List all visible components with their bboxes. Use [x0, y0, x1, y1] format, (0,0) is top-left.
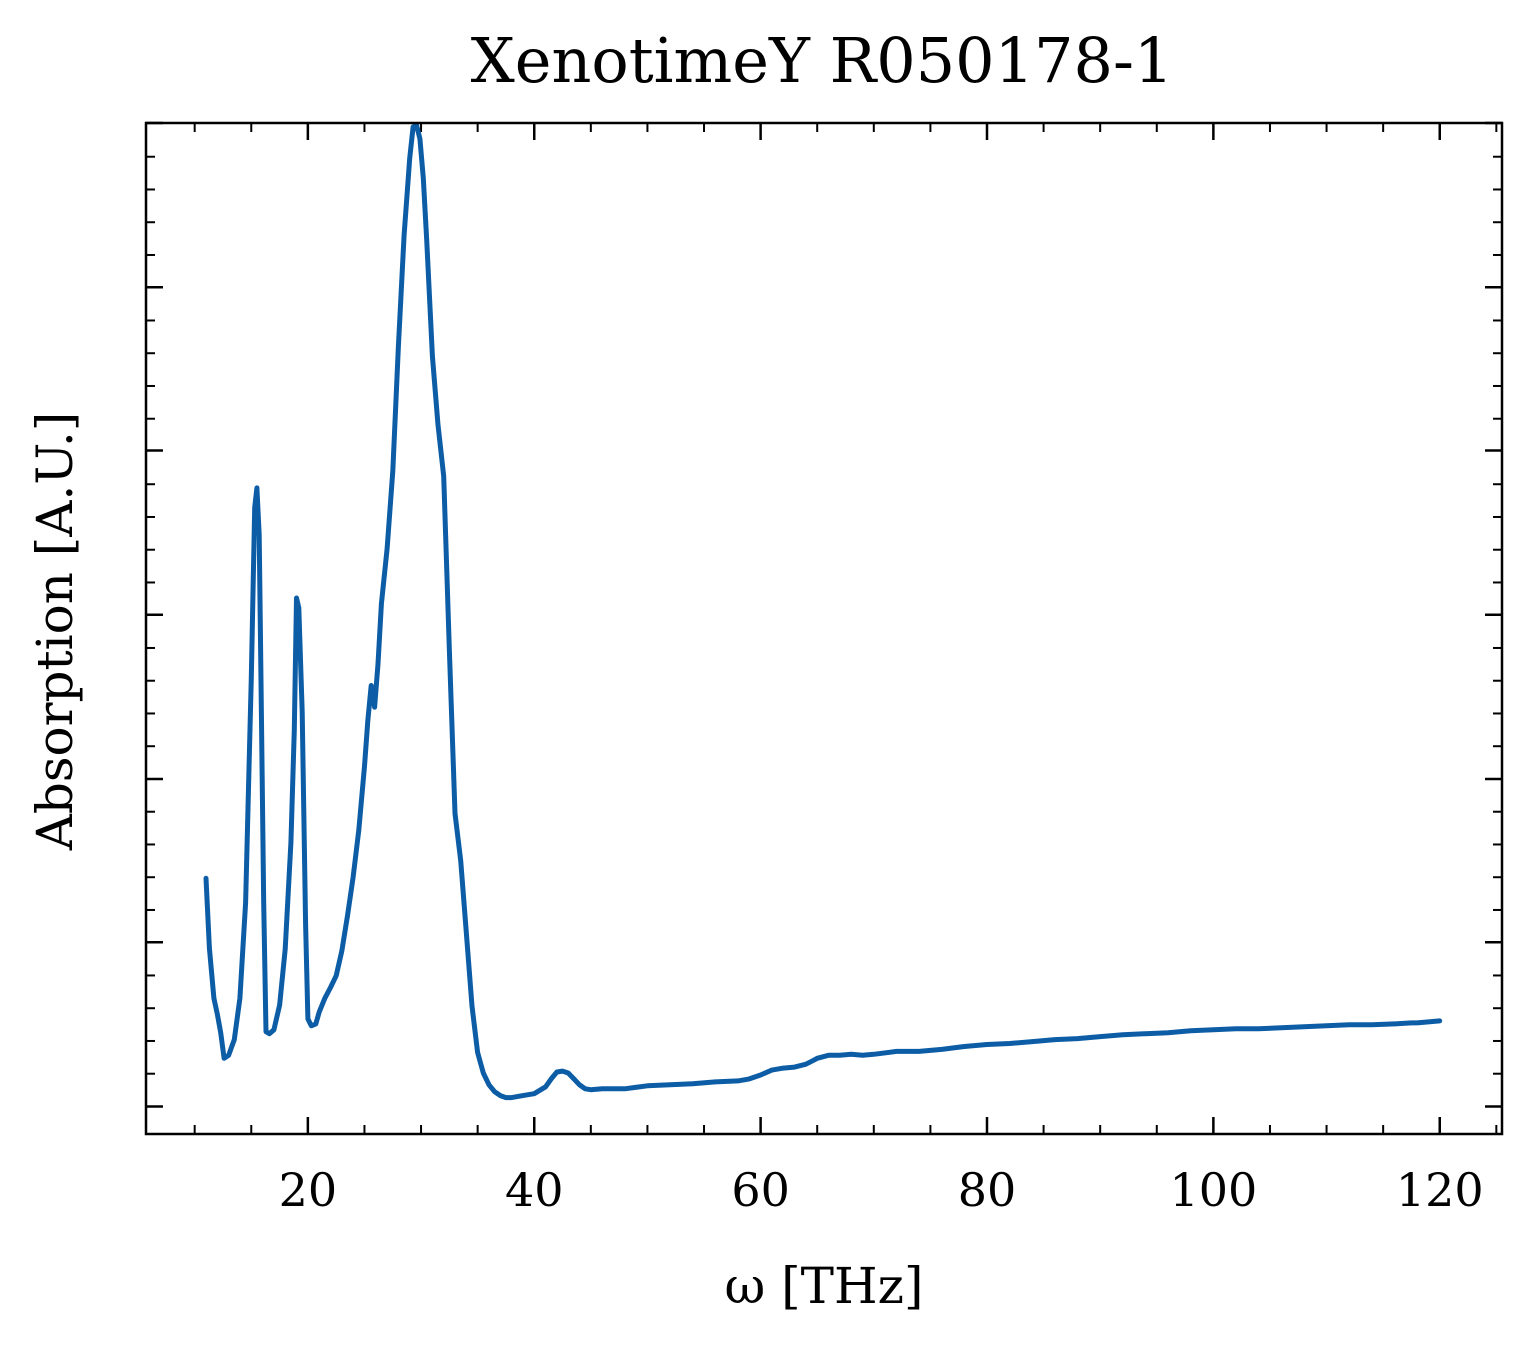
x-axis-label: ω [THz] — [725, 1257, 924, 1315]
x-tick-label: 60 — [731, 1163, 790, 1217]
series-layer — [203, 122, 1443, 1101]
x-tick-label: 20 — [279, 1163, 338, 1217]
chart-title: XenotimeY R050178-1 — [471, 24, 1174, 97]
x-tick-label: 100 — [1169, 1163, 1257, 1217]
minor-ticks — [146, 123, 1502, 1134]
plot-frame — [144, 121, 1504, 1136]
major-ticks — [146, 121, 1502, 1134]
x-tick-labels: 20 40 60 80 100 120 — [279, 1163, 1484, 1217]
x-tick-label: 120 — [1396, 1163, 1484, 1217]
x-tick-label: 80 — [958, 1163, 1017, 1217]
x-tick-label: 40 — [505, 1163, 564, 1217]
y-axis-label: Absorption [A.U.] — [26, 412, 84, 852]
absorption-series-line — [203, 122, 1443, 1101]
